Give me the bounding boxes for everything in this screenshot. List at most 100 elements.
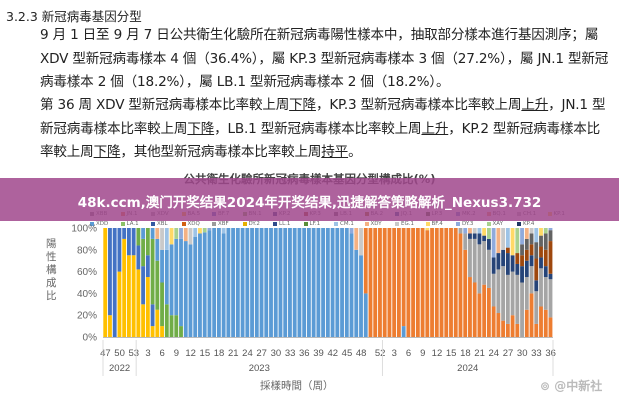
legend-item: XBL (151, 221, 182, 227)
bar-segment-xdd (207, 230, 212, 337)
x-tick-label: 30 (271, 348, 282, 359)
bar-segment-xdd (160, 249, 164, 283)
bar-segment-xdd (306, 228, 311, 337)
legend-item: DY.2 (242, 221, 274, 227)
legend-swatch (456, 222, 460, 226)
bar-segment-kp3 (534, 258, 539, 281)
bar-segment-xdd (179, 238, 183, 327)
bar-segment-jn1 (444, 228, 449, 337)
bar-segment-bn1 (136, 228, 141, 246)
bar-segment-kp2 (482, 235, 487, 242)
bar-segment-other (359, 228, 363, 256)
bar-segment-xdd (344, 228, 349, 337)
bar-segment-other (221, 228, 226, 234)
bar-segment-xdd (335, 228, 340, 337)
bar-segment-jn1 (430, 228, 434, 337)
bar-segment-jn1 (539, 306, 543, 337)
bar-segment-xdd (330, 228, 335, 337)
bar-segment-jn1 (453, 228, 458, 337)
bar-segment-xdd (245, 228, 250, 337)
bar-segment-ba5 (145, 277, 150, 337)
bar-segment-other (539, 228, 543, 236)
legend-item: KP.4 (517, 221, 548, 227)
bar-segment-xdd (235, 228, 240, 337)
bar-segment-xdv (463, 233, 468, 250)
bar-segment-other (472, 228, 477, 234)
bar-segment-jn1 (482, 284, 487, 337)
bar-segment-xdd (212, 228, 217, 337)
bar-segment-jn1 (548, 317, 553, 337)
bar-segment-xdd (155, 238, 160, 261)
section-heading: 3.2.3 新冠病毒基因分型 (6, 9, 142, 24)
bar-segment-ba5 (155, 309, 160, 337)
bar-segment-xdv (491, 273, 496, 307)
bar-segment-jn1 (505, 323, 510, 337)
bar-segment-jn1 (420, 228, 425, 337)
bar-segment-kp2 (501, 249, 506, 267)
bar-segment-other (486, 228, 491, 239)
bar-segment-other (501, 228, 506, 250)
bar-segment-xdd (278, 228, 283, 337)
bar-segment-xdd (325, 228, 330, 337)
bar-segment-kp3 (543, 249, 548, 267)
underlined-trend-word: 上升 (421, 120, 449, 137)
legend-item: XDD (90, 221, 121, 227)
legend-swatch (212, 222, 216, 226)
bar-segment-jn1 (396, 228, 401, 337)
x-tick-label: 27 (256, 348, 267, 359)
y-tick-label: 20% (77, 311, 97, 322)
bar-segment-xdd (292, 228, 297, 337)
bar-segment-xdv (529, 266, 534, 294)
bar-segment-xdd (254, 228, 259, 337)
bar-segment-lb1 (548, 230, 553, 242)
bar-segment-other (198, 228, 202, 234)
bar-segment-jn1 (387, 228, 392, 337)
x-tick-label: 6 (160, 348, 165, 359)
y-axis-title: 陽性構成比 (46, 238, 57, 302)
bar-segment-xdv (543, 277, 548, 310)
bar-segment-xdd (401, 326, 406, 337)
y-tick-label: 80% (77, 245, 97, 256)
bar-segment-other (169, 228, 174, 245)
bar-segment-other (482, 228, 487, 236)
bar-segment-ba5 (160, 326, 164, 337)
bar-segment-xdd (264, 228, 269, 337)
x-tick-label: 15 (446, 348, 457, 359)
x-tick-label: 24 (489, 348, 500, 359)
legend-label: XDD (96, 221, 109, 227)
bar-segment-xdd (174, 238, 179, 316)
bar-segment-ba5 (103, 228, 108, 337)
bar-segment-xdv (524, 277, 529, 310)
legend-swatch (151, 222, 155, 226)
legend-item: XDQ (181, 221, 213, 227)
bar-segment-lb1 (524, 238, 529, 250)
bar-segment-jn1 (524, 309, 529, 337)
x-tick-label: 3 (392, 348, 397, 359)
legend-label: XDQ (187, 221, 200, 227)
bar-segment-jn1 (468, 277, 472, 337)
paragraph-weekly-trend: 第 36 周 XDV 型新冠病毒樣本比率較上周下降，KP.3 型新冠病毒樣本比率… (40, 94, 612, 165)
year-label: 2022 (109, 363, 130, 374)
legend-swatch (395, 222, 399, 226)
bar-segment-other (468, 228, 472, 234)
bar-segment-xdd (221, 233, 226, 337)
x-tick-label: 42 (327, 348, 338, 359)
bar-segment-other (463, 228, 468, 234)
bar-segment-jn1 (411, 228, 416, 337)
bar-segment-bn1 (169, 315, 174, 337)
bar-segment-ba5 (131, 255, 136, 337)
overlay-banner (0, 178, 619, 221)
x-tick-label: 33 (531, 348, 542, 359)
bar-segment-other (510, 228, 515, 256)
legend-label: KP.4 (523, 221, 535, 227)
year-label: 2024 (457, 363, 478, 374)
bar-segment-kp2 (505, 253, 510, 275)
bar-segment-kp3 (524, 249, 529, 261)
bar-segment-kp2 (524, 260, 529, 278)
bar-segment-jn1 (543, 309, 548, 337)
x-tick-label: 36 (299, 348, 310, 359)
bar-segment-kp2 (477, 233, 482, 245)
bar-segment-jn1 (458, 233, 463, 337)
paragraph-text: ，LB.1 型新冠病毒樣本比率較上周 (214, 120, 422, 137)
x-tick-label: 12 (432, 348, 443, 359)
